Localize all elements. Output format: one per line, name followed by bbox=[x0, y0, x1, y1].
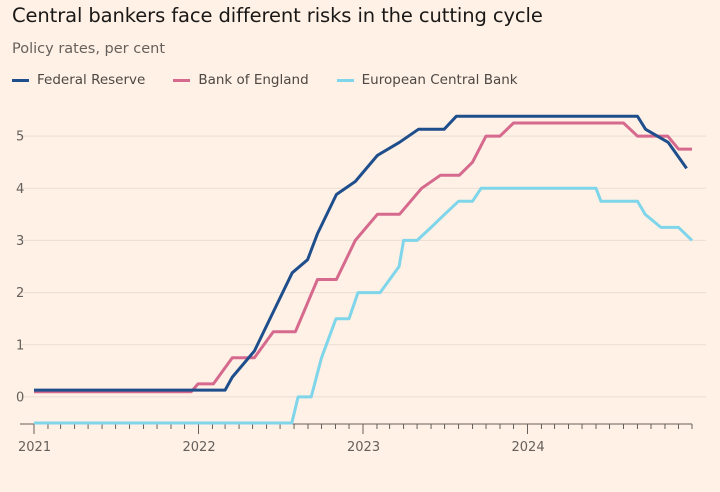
y-tick-label: 4 bbox=[16, 182, 24, 197]
y-tick-label: 3 bbox=[16, 234, 24, 249]
legend-item-bank-of-england: Bank of England bbox=[173, 72, 309, 88]
y-tick-label: 2 bbox=[16, 286, 24, 301]
x-tick-label: 2024 bbox=[512, 440, 545, 455]
legend-label-european-central-bank: European Central Bank bbox=[361, 72, 518, 88]
legend-swatch-federal-reserve bbox=[12, 78, 29, 82]
legend-swatch-european-central-bank bbox=[336, 78, 354, 82]
y-tick-label: 5 bbox=[16, 130, 24, 145]
y-axis: 0 1 2 3 4 5 bbox=[16, 130, 24, 406]
legend-item-european-central-bank: European Central Bank bbox=[336, 72, 518, 88]
chart-subtitle: Policy rates, per cent bbox=[12, 41, 166, 57]
series-line-bank-of-england bbox=[34, 121, 692, 394]
legend-item-federal-reserve: Federal Reserve bbox=[12, 72, 145, 88]
chart-legend: Federal Reserve Bank of England European… bbox=[12, 72, 546, 88]
x-tick-label: 2023 bbox=[347, 440, 380, 455]
y-tick-label: 1 bbox=[16, 338, 24, 353]
series-line-european-central-bank bbox=[34, 186, 694, 425]
legend-swatch-bank-of-england bbox=[173, 78, 191, 82]
x-tick-label: 2021 bbox=[18, 440, 51, 455]
x-axis: 2021 2022 2023 2024 bbox=[18, 423, 693, 455]
legend-label-federal-reserve: Federal Reserve bbox=[37, 72, 146, 88]
x-tick-label: 2022 bbox=[183, 440, 216, 455]
chart-series bbox=[34, 114, 694, 425]
legend-label-bank-of-england: Bank of England bbox=[198, 72, 309, 88]
chart-grid bbox=[20, 135, 706, 398]
y-tick-label: 0 bbox=[16, 390, 24, 405]
series-line-federal-reserve bbox=[34, 114, 688, 392]
chart-title: Central bankers face different risks in … bbox=[12, 4, 543, 27]
